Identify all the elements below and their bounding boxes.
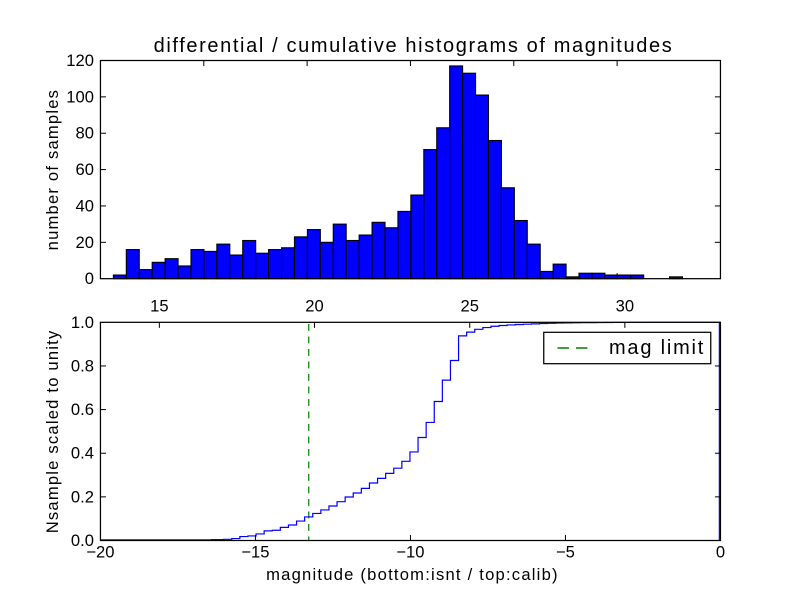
svg-text:0: 0 [716, 543, 725, 562]
svg-text:−20: −20 [86, 543, 114, 562]
svg-text:15: 15 [150, 296, 168, 315]
svg-text:−15: −15 [241, 543, 269, 562]
svg-text:60: 60 [75, 160, 93, 179]
svg-text:100: 100 [66, 87, 94, 106]
svg-text:80: 80 [75, 124, 93, 143]
svg-text:0.0: 0.0 [71, 531, 94, 550]
svg-text:120: 120 [66, 51, 94, 70]
svg-text:0.8: 0.8 [71, 356, 94, 375]
svg-text:differential / cumulative hist: differential / cumulative histograms of … [154, 35, 674, 57]
svg-text:magnitude (bottom:isnt / top:c: magnitude (bottom:isnt / top:calib) [266, 565, 559, 584]
svg-text:−10: −10 [396, 543, 424, 562]
svg-text:number of samples: number of samples [43, 89, 62, 251]
svg-text:0.6: 0.6 [71, 400, 94, 419]
svg-text:40: 40 [75, 196, 93, 215]
svg-text:0: 0 [85, 269, 94, 288]
svg-text:30: 30 [616, 296, 634, 315]
svg-text:−5: −5 [556, 543, 575, 562]
svg-text:mag limit: mag limit [609, 337, 705, 359]
svg-text:Nsample scaled to unity: Nsample scaled to unity [43, 330, 62, 534]
svg-text:20: 20 [75, 233, 93, 252]
svg-text:25: 25 [461, 296, 479, 315]
svg-text:20: 20 [305, 296, 323, 315]
svg-text:1.0: 1.0 [71, 313, 94, 332]
svg-text:0.2: 0.2 [71, 487, 94, 506]
svg-text:0.4: 0.4 [71, 444, 94, 463]
